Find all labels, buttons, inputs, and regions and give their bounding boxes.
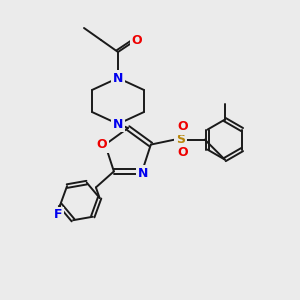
- Text: N: N: [113, 71, 123, 85]
- Text: N: N: [138, 167, 148, 180]
- Text: O: O: [132, 34, 142, 46]
- Text: O: O: [178, 120, 188, 133]
- Text: F: F: [54, 208, 62, 221]
- Text: O: O: [178, 146, 188, 159]
- Text: N: N: [113, 118, 123, 130]
- Text: O: O: [97, 138, 107, 151]
- Text: S: S: [176, 133, 185, 146]
